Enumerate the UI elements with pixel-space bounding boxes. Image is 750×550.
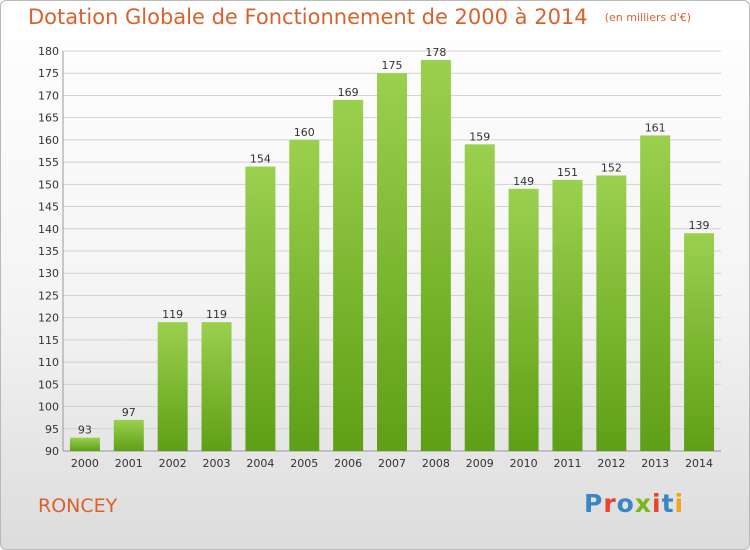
logo-letter: i: [674, 489, 685, 518]
data-label: 152: [601, 161, 622, 174]
data-label: 169: [338, 86, 359, 99]
bar: [684, 233, 715, 451]
x-tick-label: 2013: [641, 457, 669, 470]
y-tick-label: 155: [38, 156, 59, 169]
x-tick-label: 2004: [246, 457, 274, 470]
x-tick-label: 2009: [466, 457, 494, 470]
y-tick-label: 120: [38, 312, 59, 325]
chart-unit-note: (en milliers d'€): [604, 11, 692, 24]
y-tick-label: 170: [38, 89, 59, 102]
y-tick-label: 135: [38, 245, 59, 258]
bar: [552, 179, 583, 451]
data-label: 161: [645, 121, 666, 134]
y-tick-label: 105: [38, 378, 59, 391]
bar: [377, 73, 407, 451]
y-tick-label: 125: [38, 289, 59, 302]
x-tick-label: 2010: [510, 457, 538, 470]
x-tick-label: 2012: [597, 457, 625, 470]
bar: [333, 99, 364, 451]
data-label: 175: [382, 59, 403, 72]
x-tick-label: 2003: [203, 457, 231, 470]
x-tick-label: 2001: [115, 457, 143, 470]
x-tick-label: 2005: [290, 457, 318, 470]
y-tick-label: 140: [38, 223, 59, 236]
y-tick-label: 150: [38, 178, 59, 191]
bar: [420, 59, 451, 452]
x-tick-label: 2006: [334, 457, 362, 470]
bar: [245, 166, 276, 452]
logo-letter: t: [661, 489, 675, 518]
y-tick-label: 110: [38, 356, 59, 369]
bar: [464, 144, 495, 452]
y-tick-label: 115: [38, 334, 59, 347]
logo-letter: i: [652, 489, 662, 518]
bar: [157, 322, 188, 451]
proxiti-logo: Proxiti: [584, 489, 684, 518]
y-tick-label: 100: [38, 401, 59, 414]
data-label: 139: [689, 219, 710, 232]
bar: [596, 175, 627, 451]
x-tick-label: 2008: [422, 457, 450, 470]
chart-title: Dotation Globale de Fonctionnement de 20…: [28, 5, 691, 29]
data-label: 159: [469, 130, 490, 143]
logo-letter: P: [584, 489, 604, 518]
x-tick-label: 2002: [159, 457, 187, 470]
data-label: 149: [513, 175, 534, 188]
x-tick-label: 2014: [685, 457, 713, 470]
y-tick-label: 145: [38, 201, 59, 214]
logo-letter: r: [603, 489, 617, 518]
data-label: 154: [250, 153, 271, 166]
logo-letter: x: [634, 489, 652, 518]
y-tick-label: 95: [45, 423, 59, 436]
x-tick-label: 2011: [553, 457, 581, 470]
data-label: 151: [557, 166, 578, 179]
data-label: 119: [206, 308, 227, 321]
data-label: 160: [294, 126, 315, 139]
y-tick-label: 130: [38, 267, 59, 280]
x-tick-label: 2000: [71, 457, 99, 470]
bar: [69, 437, 100, 451]
data-label: 93: [78, 424, 92, 437]
bar: [289, 139, 320, 451]
bar: [113, 419, 144, 451]
logo-letter: o: [616, 489, 635, 518]
y-tick-label: 160: [38, 134, 59, 147]
data-label: 119: [162, 308, 183, 321]
y-tick-label: 90: [45, 445, 59, 458]
x-tick-label: 2007: [378, 457, 406, 470]
bar: [201, 322, 232, 451]
y-tick-label: 165: [38, 112, 59, 125]
bar: [640, 135, 671, 451]
chart-title-main: Dotation Globale de Fonctionnement de 20…: [28, 5, 588, 29]
y-tick-label: 180: [38, 45, 59, 58]
data-label: 97: [122, 406, 136, 419]
commune-name: RONCEY: [38, 495, 118, 517]
y-tick-label: 175: [38, 67, 59, 80]
bar: [508, 188, 539, 451]
data-label: 178: [425, 46, 446, 59]
